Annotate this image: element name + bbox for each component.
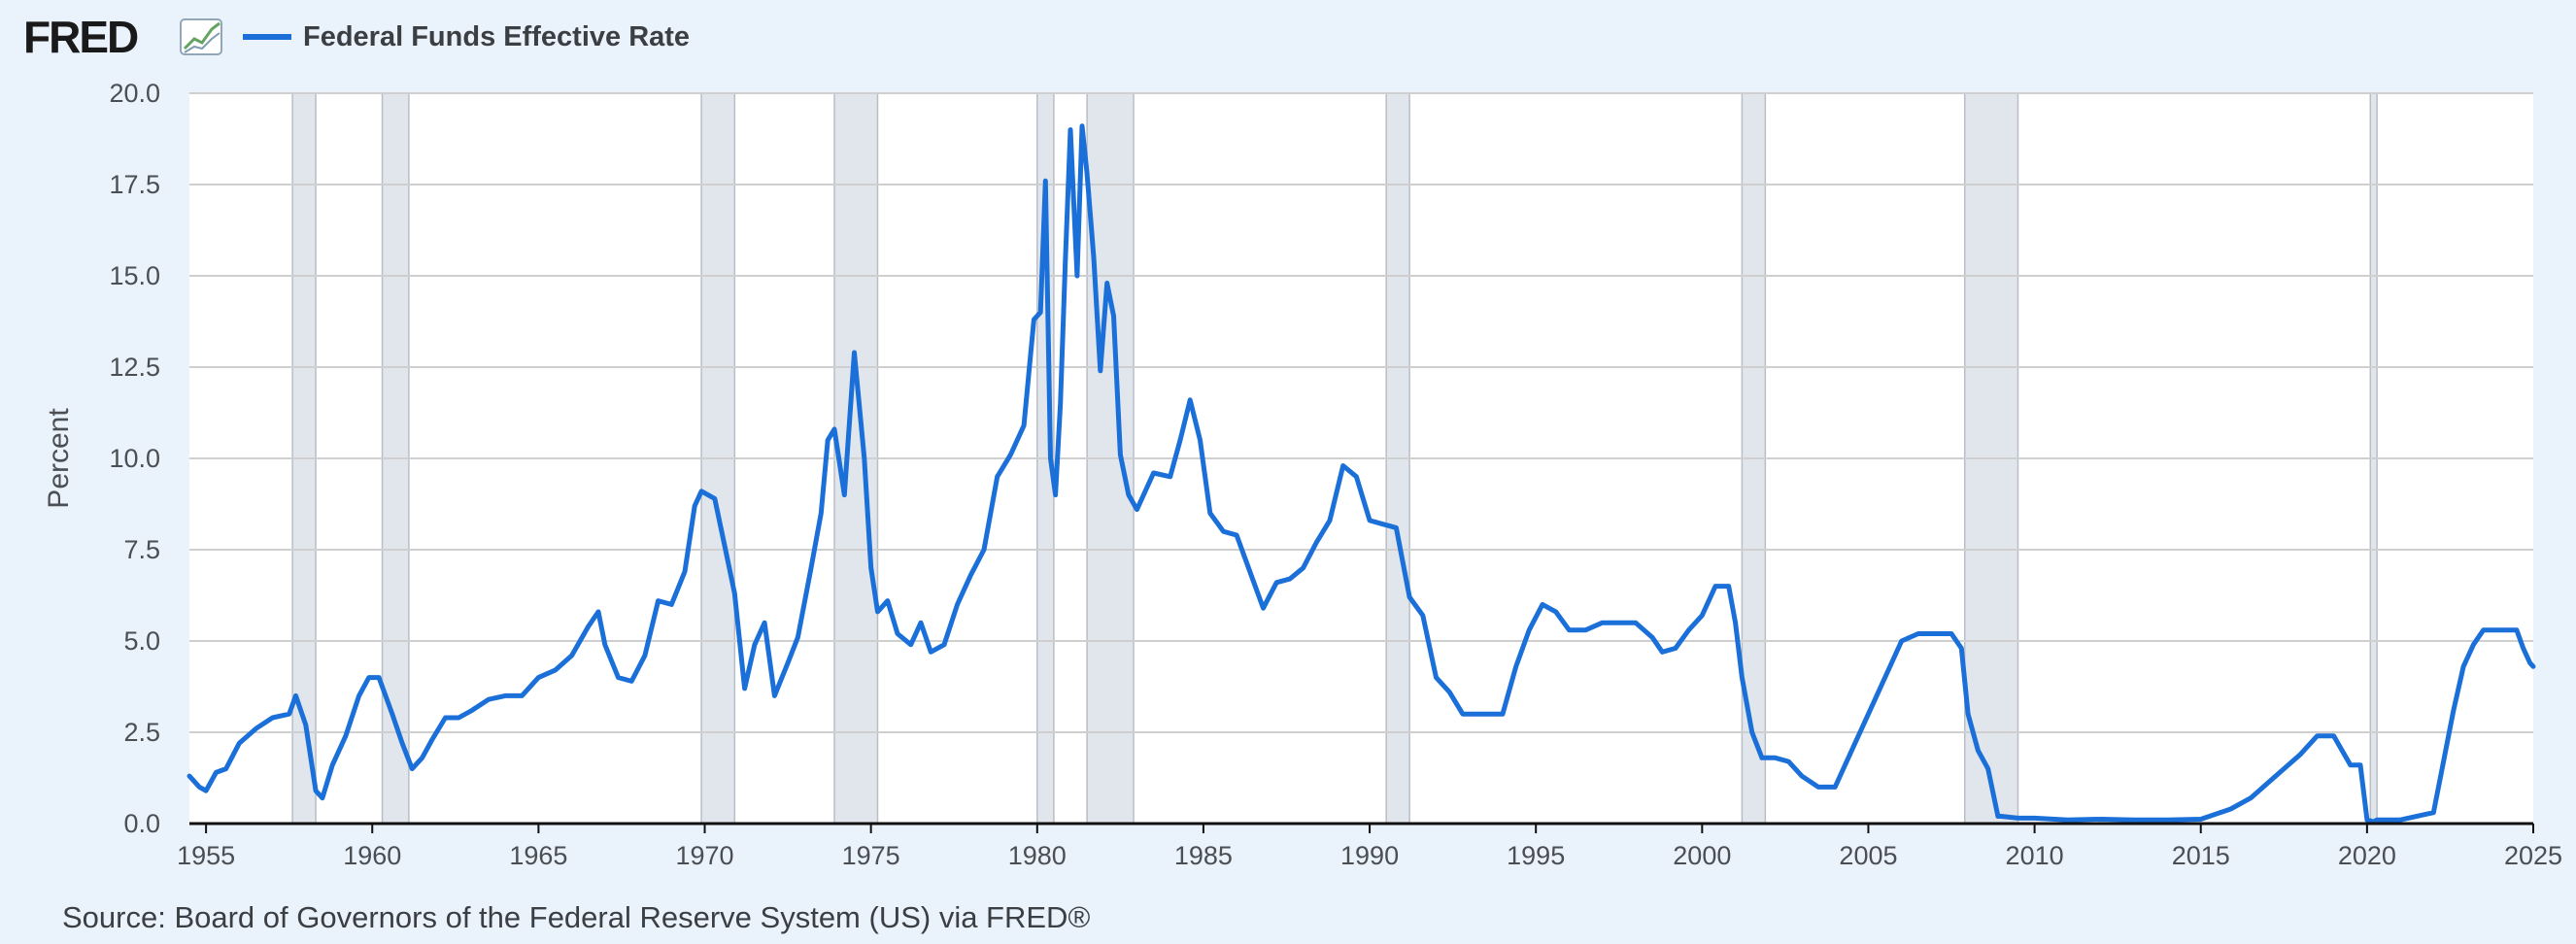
x-tick-label: 2000: [1673, 841, 1731, 870]
x-tick-label: 2015: [2172, 841, 2230, 870]
source-note: Source: Board of Governors of the Federa…: [62, 900, 1090, 934]
x-tick-label: 1985: [1174, 841, 1233, 870]
x-axis-ticks: 1955 1960 1965 1970 1975 1980 1985 1990 1995 2000…: [177, 824, 2562, 870]
y-tick-label: 17.5: [109, 170, 160, 199]
x-tick-label: 2020: [2338, 841, 2396, 870]
x-tick-label: 1990: [1340, 841, 1399, 870]
fred-logo-graph-line-a: [183, 21, 220, 51]
fred-logo-text: FRED: [23, 12, 138, 62]
series-lines: [186, 123, 2536, 825]
fred-logo-graph-line-b: [184, 32, 220, 53]
gridlines: [189, 92, 2533, 825]
x-tick-label: 1965: [509, 841, 567, 870]
y-tick-label: 5.0: [123, 626, 160, 656]
legend: Federal Funds Effective Rate: [243, 21, 690, 52]
y-tick-label: 15.0: [109, 261, 160, 290]
y-axis-ticks: 0.0 2.5 5.0 7.5 10.0 12.5 15.0 17.5 20.0: [109, 79, 160, 838]
series-line-fed-funds-rate: [186, 123, 2536, 825]
legend-label: Federal Funds Effective Rate: [303, 21, 690, 52]
x-tick-label: 2025: [2504, 841, 2562, 870]
x-tick-label: 1970: [675, 841, 733, 870]
y-tick-label: 20.0: [109, 79, 160, 108]
x-tick-label: 1980: [1008, 841, 1067, 870]
x-tick-label: 2005: [1839, 841, 1897, 870]
y-tick-label: 0.0: [123, 809, 160, 838]
x-tick-label: 1955: [177, 841, 235, 870]
x-tick-label: 1995: [1507, 841, 1565, 870]
x-tick-label: 1975: [842, 841, 900, 870]
y-tick-label: 12.5: [109, 353, 160, 382]
y-axis-title: Percent: [43, 408, 75, 509]
y-tick-label: 2.5: [123, 718, 160, 747]
x-tick-label: 1960: [343, 841, 401, 870]
x-tick-label: 2010: [2006, 841, 2064, 870]
fred-logo[interactable]: FRED: [23, 12, 222, 62]
y-tick-label: 7.5: [123, 535, 160, 564]
y-tick-label: 10.0: [109, 444, 160, 473]
